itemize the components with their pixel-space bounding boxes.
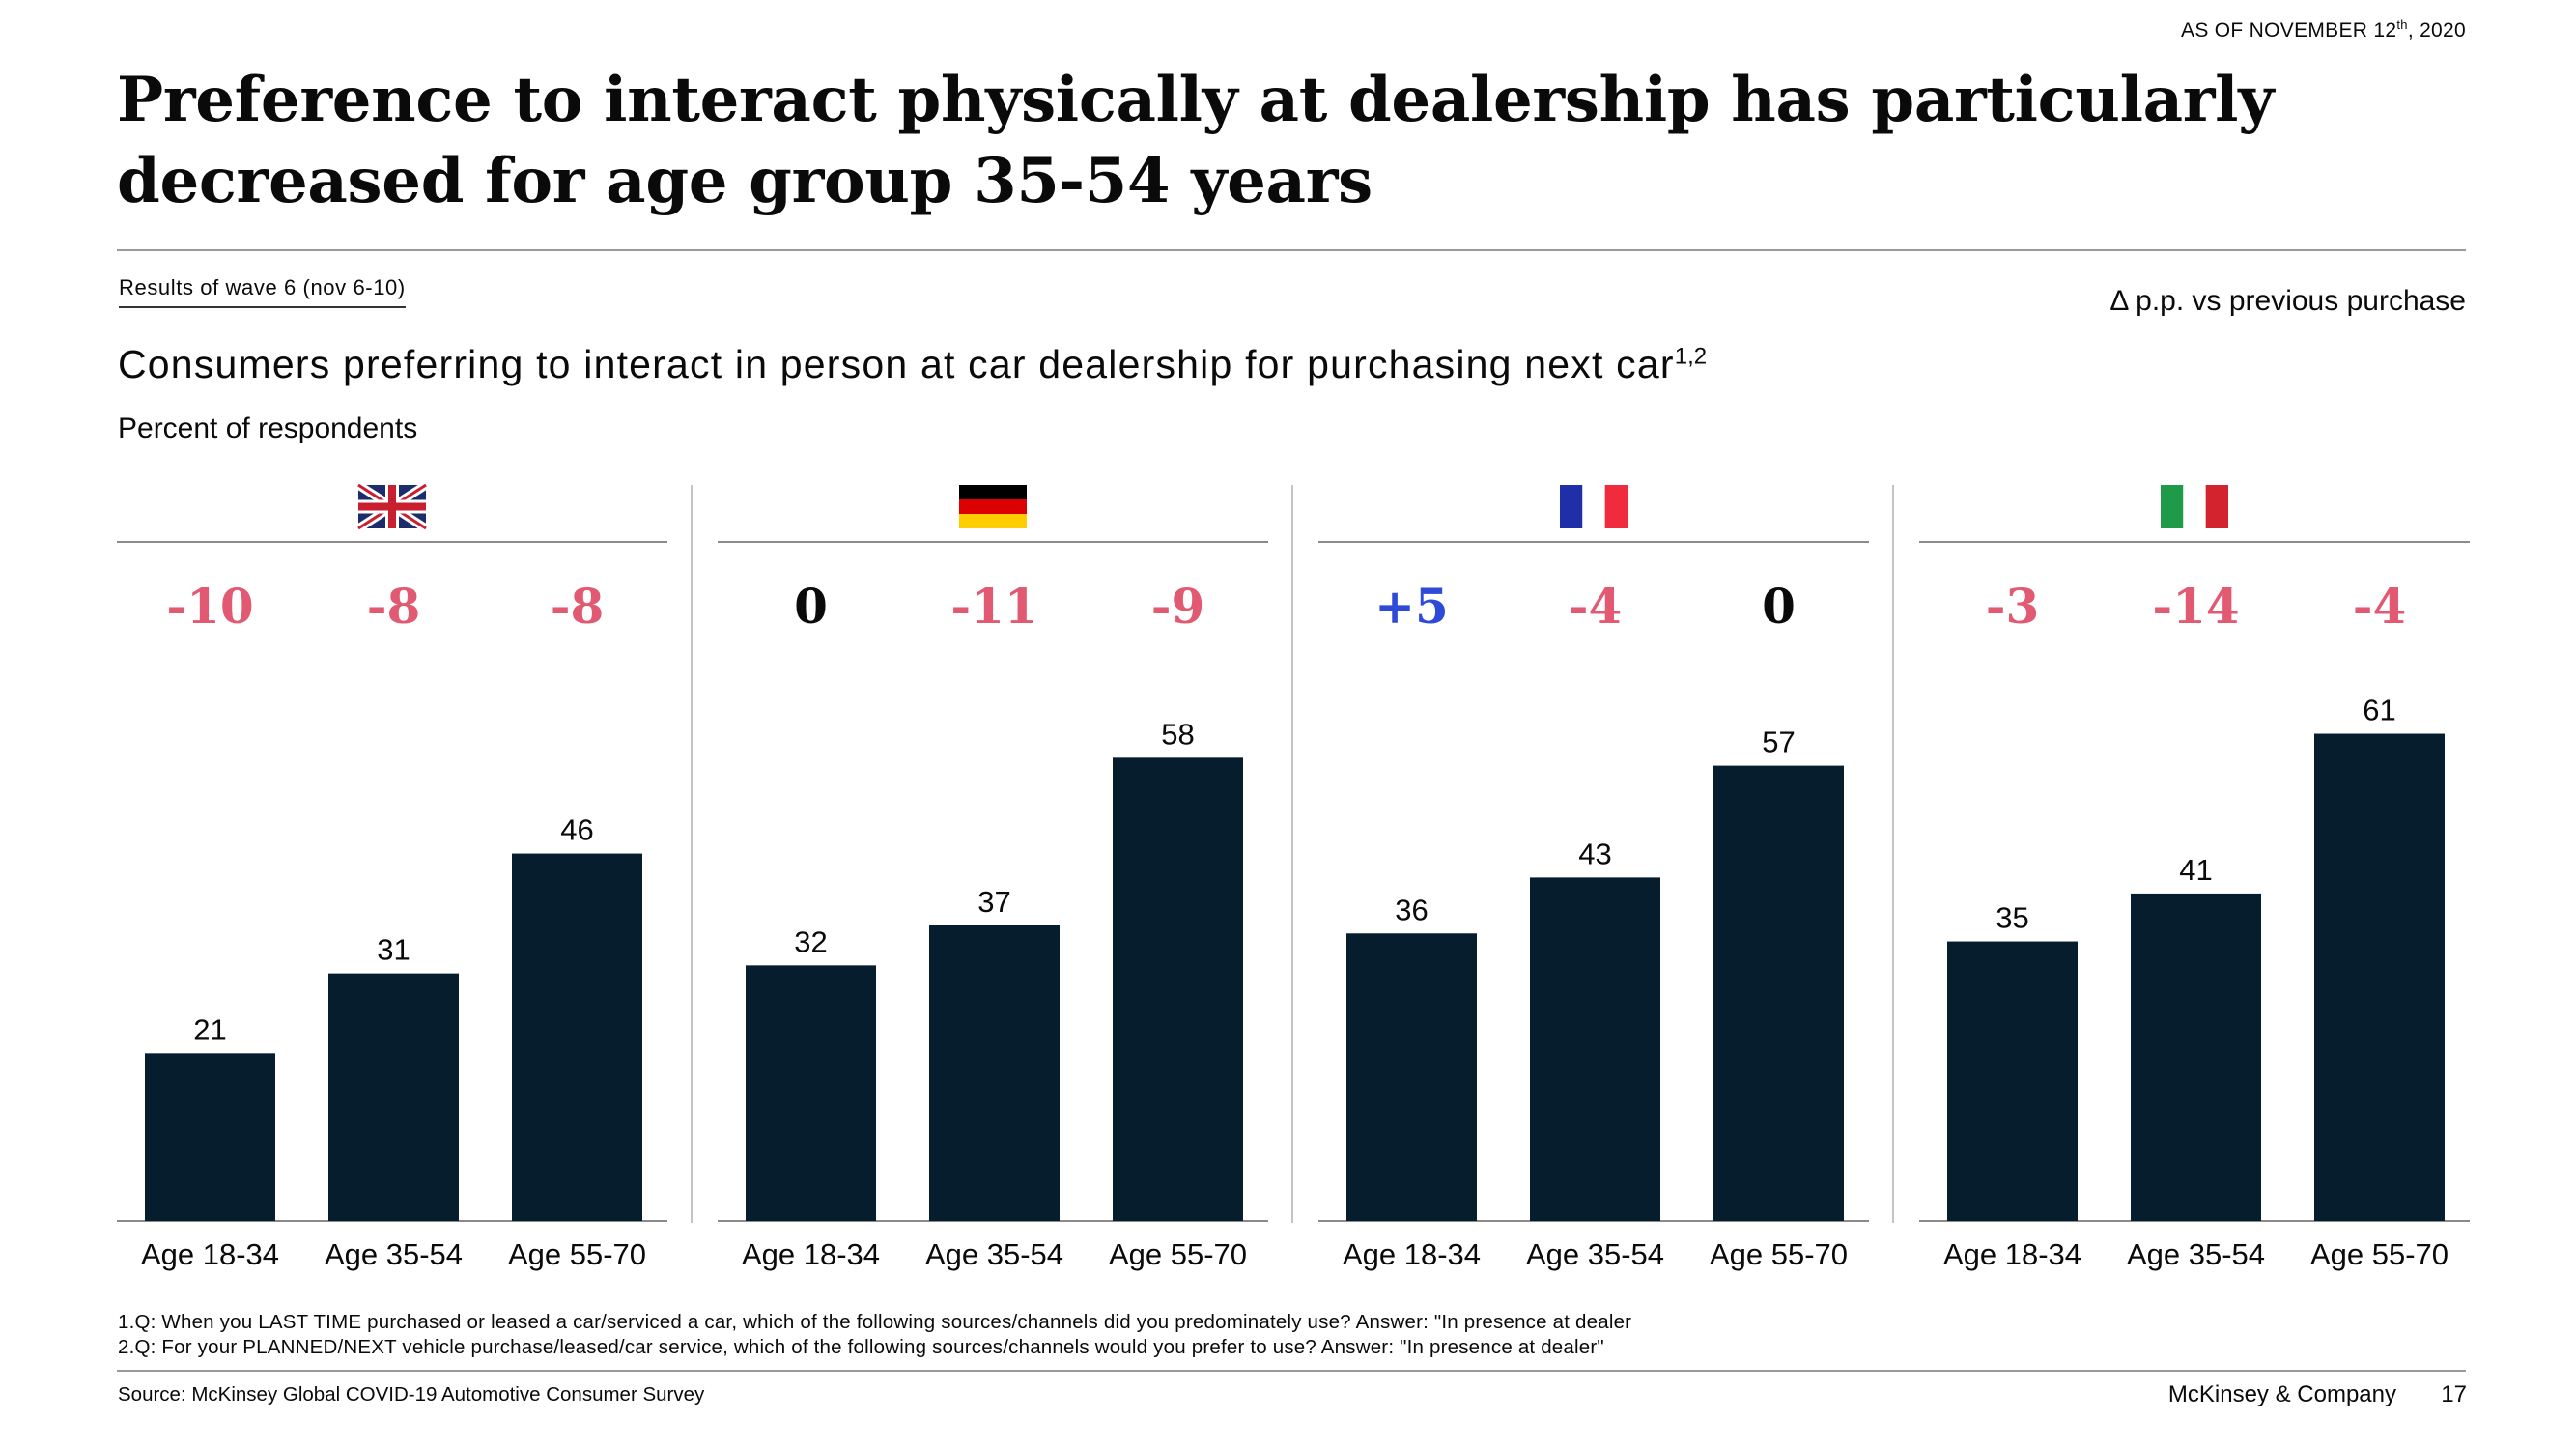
category-label: Age 35-54 [1526,1237,1664,1271]
bar [1346,933,1477,1221]
bar [1713,765,1844,1221]
bar-value-label: 41 [2179,853,2212,887]
delta-label: 0 [1762,578,1796,635]
delta-label: -10 [166,578,253,635]
bar-value-label: 31 [377,933,410,967]
category-label: Age 18-34 [1343,1237,1481,1271]
footnote-1: 1.Q: When you LAST TIME purchased or lea… [118,1311,1632,1333]
bar [2131,893,2261,1221]
bar-value-label: 32 [794,924,827,958]
bar [1530,877,1660,1221]
delta-label: -4 [2353,578,2407,635]
chart-unit: Percent of respondents [118,412,418,444]
bar [1947,941,2078,1221]
category-label: Age 35-54 [925,1237,1063,1271]
delta-label: -11 [950,578,1037,635]
as-of-date: AS OF NOVEMBER 12th, 2020 [2181,17,2466,42]
bar-value-label: 35 [1996,901,2028,935]
page-number: 17 [2441,1381,2467,1407]
bar-value-label: 46 [560,813,593,847]
category-label: Age 55-70 [1109,1237,1247,1271]
bar [929,925,1060,1221]
title-divider [117,249,2466,251]
category-label: Age 18-34 [1943,1237,2081,1271]
page-title: Preference to interact physically at dea… [117,64,2275,217]
bar [328,973,459,1221]
delta-label: -14 [2152,578,2239,635]
category-label: Age 18-34 [141,1237,279,1271]
germany-flag [959,485,1027,528]
delta-label: +5 [1374,578,1449,635]
brand-name: McKinsey & Company [2167,1381,2396,1407]
source-note: Source: McKinsey Global COVID-19 Automot… [118,1383,705,1406]
bar [746,965,876,1221]
footer-divider [117,1370,2466,1372]
wave-label: Results of wave 6 (nov 6-10) [119,275,406,308]
uk-flag [355,481,429,532]
bar-value-label: 57 [1762,725,1795,759]
bar-value-label: 43 [1578,837,1611,870]
delta-legend-note: Δ p.p. vs previous purchase [2109,285,2466,317]
category-label: Age 55-70 [2310,1237,2449,1271]
category-label: Age 35-54 [2127,1237,2265,1271]
category-label: Age 18-34 [742,1237,880,1271]
delta-label: 0 [794,578,828,635]
italy-flag [2161,485,2228,528]
category-label: Age 35-54 [325,1237,463,1271]
chart-title: Consumers preferring to interact in pers… [118,342,1708,386]
bar-value-label: 58 [1161,717,1194,751]
bar [512,853,642,1221]
bar [145,1053,275,1221]
france-flag [1560,485,1628,528]
footnote-2: 2.Q: For your PLANNED/NEXT vehicle purch… [118,1336,1604,1358]
category-label: Age 55-70 [508,1237,646,1271]
bar [1113,757,1243,1221]
bar-value-label: 61 [2363,694,2395,727]
category-label: Age 55-70 [1710,1237,1848,1271]
bar-value-label: 36 [1395,893,1428,926]
bar-value-label: 21 [193,1012,226,1046]
delta-label: -3 [1986,578,2040,635]
delta-label: -9 [1151,578,1205,635]
footnotes: 1.Q: When you LAST TIME purchased or lea… [118,1310,1631,1360]
delta-label: -8 [551,578,605,635]
delta-label: -8 [367,578,421,635]
delta-label: -4 [1569,578,1623,635]
bar [2314,733,2445,1221]
bar-value-label: 37 [977,885,1010,919]
